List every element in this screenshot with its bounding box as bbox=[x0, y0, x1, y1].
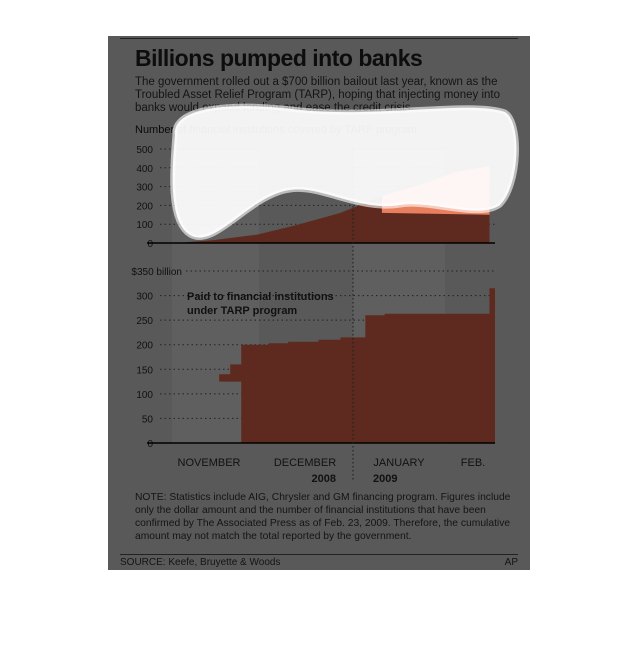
chart2-y-tick: 0 bbox=[147, 439, 153, 450]
year-label: 2009 bbox=[373, 473, 397, 485]
chart2-y-top-label: $350 billion bbox=[131, 267, 182, 278]
month-label: NOVEMBER bbox=[178, 457, 241, 469]
chart1-y-tick: 200 bbox=[136, 201, 153, 212]
credit-text: AP bbox=[504, 557, 518, 568]
year-label: 2008 bbox=[312, 473, 336, 485]
chart2-title-line2: under TARP program bbox=[187, 305, 297, 317]
chart2-y-tick: 100 bbox=[136, 390, 153, 401]
chart2-y-tick: 300 bbox=[136, 292, 153, 303]
source-text: SOURCE: Keefe, Bruyette & Woods bbox=[120, 557, 281, 568]
chart1-y-tick: 300 bbox=[136, 183, 153, 194]
month-label: JANUARY bbox=[373, 457, 425, 469]
chart1-y-tick: 500 bbox=[136, 145, 153, 156]
chart2-y-tick: 50 bbox=[142, 414, 154, 425]
note-text: NOTE: Statistics include AIG, Chrysler a… bbox=[135, 492, 511, 542]
chart2-title-line1: Paid to financial institutions bbox=[187, 291, 334, 303]
month-label: DECEMBER bbox=[274, 457, 336, 469]
chart2-area bbox=[210, 288, 495, 443]
chart2-y-tick: 150 bbox=[136, 365, 153, 376]
chart2-y-tick: 250 bbox=[136, 316, 153, 327]
top-rule bbox=[120, 38, 518, 39]
month-label: FEB. bbox=[461, 457, 485, 469]
page-title: Billions pumped into banks bbox=[135, 45, 423, 71]
bottom-rule bbox=[120, 554, 518, 555]
chart1-y-tick: 100 bbox=[136, 220, 153, 231]
chart2-y-tick: 200 bbox=[136, 341, 153, 352]
chart1-y-tick: 0 bbox=[147, 239, 153, 250]
chart1-y-tick: 400 bbox=[136, 164, 153, 175]
